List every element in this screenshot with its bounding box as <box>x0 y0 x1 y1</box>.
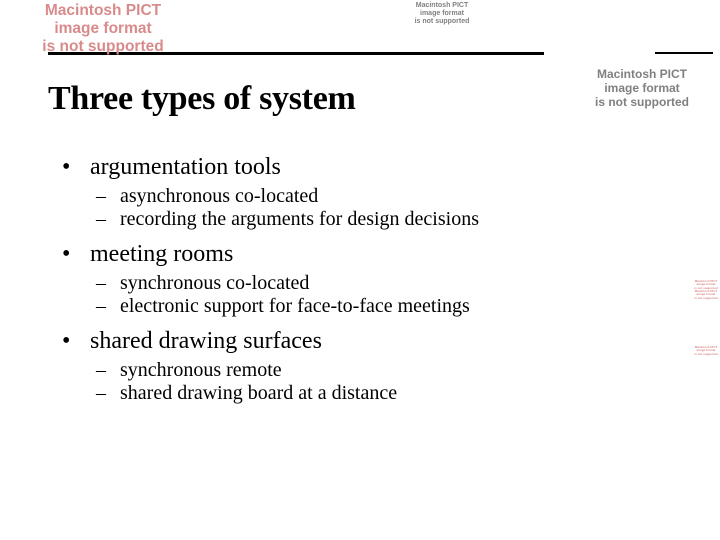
err-line: Macintosh PICT <box>400 2 484 10</box>
pict-error-placeholder-1: Macintosh PICT image format is not suppo… <box>8 2 198 55</box>
bullet-label: meeting rooms <box>90 241 233 267</box>
bullet-level-1: meeting rooms <box>48 241 660 268</box>
bullet-label: shared drawing surfaces <box>90 328 322 354</box>
bullet-sub-label: asynchronous co-located <box>120 185 318 207</box>
slide-title: Three types of system <box>48 80 660 118</box>
err-line: is not supported <box>8 38 198 56</box>
slide-content: Three types of system argumentation tool… <box>48 80 660 415</box>
pict-error-placeholder-5: Macintosh PICT image format is not suppo… <box>694 290 718 300</box>
err-line: is not supported <box>400 18 484 26</box>
err-line: is not supported <box>694 297 718 300</box>
bullet-sub-label: electronic support for face-to-face meet… <box>120 295 470 317</box>
bullet-level-2: electronic support for face-to-face meet… <box>48 295 660 318</box>
bullet-level-1: shared drawing surfaces <box>48 328 660 355</box>
bullet-level-2: recording the arguments for design decis… <box>48 208 660 231</box>
bullet-sub-label: shared drawing board at a distance <box>120 382 397 404</box>
bullet-sub-label: synchronous remote <box>120 359 282 381</box>
pict-error-placeholder-2: Macintosh PICT image format is not suppo… <box>400 2 484 26</box>
bullet-sublist: synchronous remote shared drawing board … <box>48 359 660 405</box>
bullet-label: argumentation tools <box>90 154 281 180</box>
bullet-level-1: argumentation tools <box>48 154 660 181</box>
err-line: is not supported <box>694 353 718 356</box>
bullet-level-2: synchronous remote <box>48 359 660 382</box>
bullet-sublist: asynchronous co-located recording the ar… <box>48 185 660 231</box>
bullet-level-2: shared drawing board at a distance <box>48 382 660 405</box>
err-line: image format <box>8 20 198 38</box>
bullet-sub-label: recording the arguments for design decis… <box>120 208 479 230</box>
bullet-sub-label: synchronous co-located <box>120 272 309 294</box>
err-line: image format <box>400 10 484 18</box>
horizontal-rule-right <box>655 52 713 54</box>
bullet-level-2: synchronous co-located <box>48 272 660 295</box>
bullet-level-2: asynchronous co-located <box>48 185 660 208</box>
bullet-list: argumentation tools asynchronous co-loca… <box>48 154 660 405</box>
bullet-sublist: synchronous co-located electronic suppor… <box>48 272 660 318</box>
err-line: Macintosh PICT <box>8 2 198 20</box>
pict-error-placeholder-6: Macintosh PICT image format is not suppo… <box>694 346 718 356</box>
